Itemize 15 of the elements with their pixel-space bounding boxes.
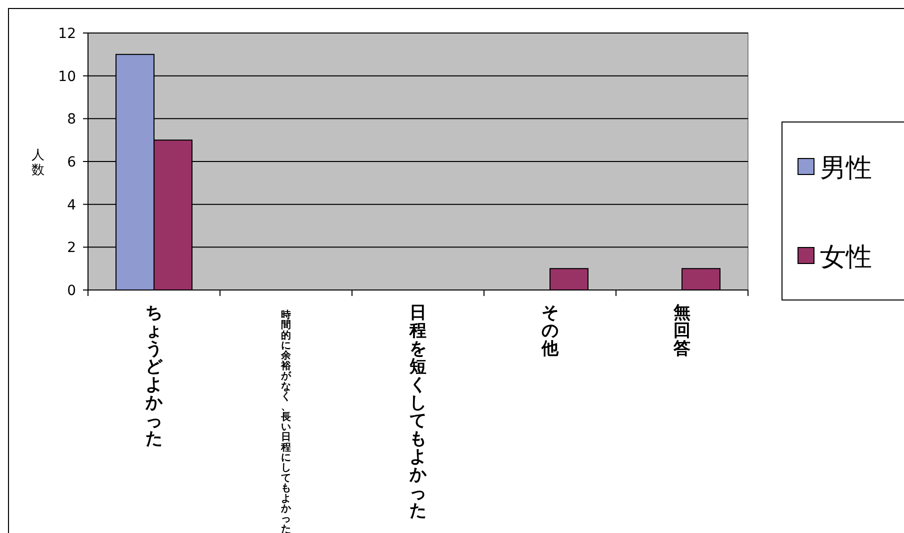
y-tick-label: 12 — [58, 26, 76, 42]
y-tick-label: 8 — [67, 112, 76, 128]
legend-label: 女性 — [820, 242, 872, 272]
y-tick-label: 0 — [67, 283, 76, 299]
x-tick-label: その他 — [540, 303, 560, 359]
y-axis-title: 人数 — [30, 148, 46, 178]
y-tick-label: 4 — [67, 197, 76, 214]
category-label: 時間的に余裕がなく、長い日程にしてもよかった — [281, 310, 291, 533]
legend-label: 男性 — [820, 154, 872, 184]
x-tick-label: ちょうどよかった — [144, 303, 164, 449]
category-label: 日程を短くしてもよかった — [410, 303, 426, 521]
y-tick-label: 6 — [67, 154, 76, 170]
y-tick-label: 2 — [67, 240, 76, 256]
y-tick-label: 10 — [58, 68, 76, 85]
x-tick-label: 無回答 — [672, 303, 690, 359]
